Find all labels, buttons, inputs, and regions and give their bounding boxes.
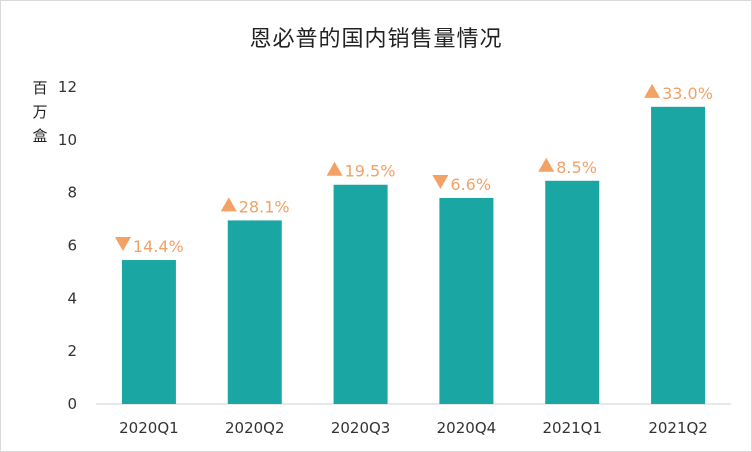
bar-2021Q2 — [651, 106, 706, 404]
data-label: 6.6% — [450, 175, 491, 194]
data-label: 33.0% — [662, 84, 713, 103]
y-tick-label: 2 — [67, 342, 77, 360]
x-tick-label: 2020Q4 — [437, 419, 497, 437]
y-tick-label: 12 — [58, 78, 77, 96]
y-tick-label: 8 — [67, 184, 77, 202]
x-tick-label: 2021Q1 — [542, 419, 602, 437]
y-tick-label: 4 — [67, 289, 77, 307]
y-tick-label: 0 — [67, 395, 77, 413]
bar-2020Q3 — [333, 184, 388, 404]
decrease-triangle-icon — [432, 174, 449, 189]
x-tick-label: 2020Q2 — [225, 419, 285, 437]
x-tick-label: 2020Q1 — [119, 419, 179, 437]
chart-title: 恩必普的国内销售量情况 — [249, 27, 503, 52]
bar-2020Q4 — [439, 197, 494, 404]
data-label: 8.5% — [556, 158, 597, 177]
bar-2020Q2 — [227, 220, 282, 404]
x-tick-label: 2020Q3 — [331, 419, 391, 437]
data-label: 19.5% — [345, 162, 396, 181]
x-tick-label: 2021Q2 — [648, 419, 708, 437]
increase-triangle-icon — [326, 161, 343, 176]
decrease-triangle-icon — [114, 237, 131, 252]
increase-triangle-icon — [220, 197, 237, 212]
y-tick-label: 6 — [67, 237, 77, 255]
data-label: 28.1% — [239, 197, 290, 216]
y-axis-unit-label: 百万盒 — [32, 79, 48, 145]
increase-triangle-icon — [538, 157, 555, 172]
y-tick-label: 10 — [58, 131, 77, 149]
bar-2021Q1 — [545, 180, 600, 404]
increase-triangle-icon — [644, 83, 661, 98]
bar-2020Q1 — [121, 260, 176, 404]
data-label: 14.4% — [133, 237, 184, 256]
